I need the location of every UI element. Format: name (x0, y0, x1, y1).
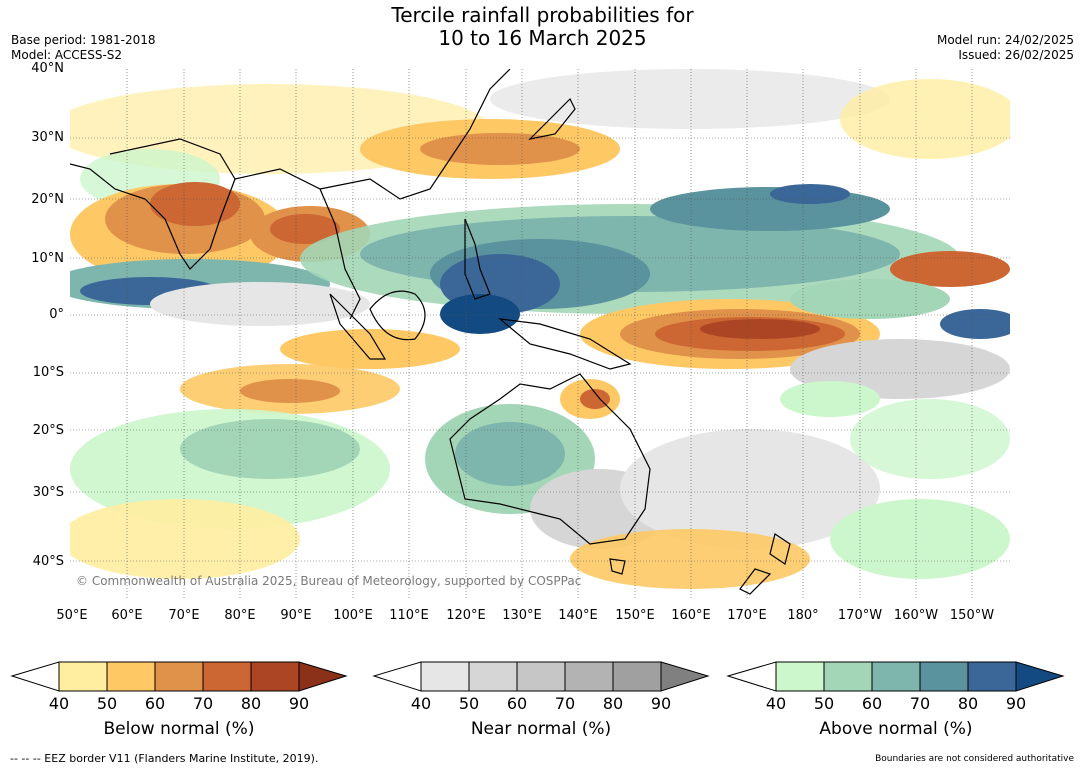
model-name: Model: ACCESS-S2 (11, 48, 123, 62)
boundaries-disclaimer: Boundaries are not considered authoritat… (875, 754, 1074, 764)
colorbar-title-below-normal: Below normal (%) (103, 719, 255, 739)
colorbar-tick: 80 (957, 694, 979, 713)
colorbar-tick: 80 (602, 694, 624, 713)
colorbar-tick: 50 (813, 694, 835, 713)
colorbar-tick: 90 (288, 694, 310, 713)
colorbar-extend-high (298, 661, 348, 692)
issued-date: Issued: 26/02/2025 (958, 48, 1074, 62)
colorbar-segment (58, 661, 108, 692)
probability-shading (70, 69, 1010, 589)
colorbar-tick: 60 (144, 694, 166, 713)
colorbar-segment (516, 661, 566, 692)
lat-label: 40°S (32, 554, 64, 569)
lat-label: 30°N (31, 130, 64, 145)
colorbar-segment (154, 661, 204, 692)
colorbar-segment (564, 661, 614, 692)
colorbar-title-above-normal: Above normal (%) (819, 719, 973, 739)
lat-label: 40°N (31, 61, 64, 76)
meta-right: Model run: 24/02/2025 Issued: 26/02/2025 (937, 33, 1074, 63)
lat-label: 20°N (31, 192, 64, 207)
colorbar-tick: 90 (650, 694, 672, 713)
colorbar-tick: 60 (506, 694, 528, 713)
colorbar-tick: 70 (909, 694, 931, 713)
lon-label: 150°W (949, 608, 995, 623)
lon-label: 50°E (56, 608, 88, 623)
lat-label: 30°S (32, 485, 64, 500)
lat-label: 0° (49, 307, 64, 322)
colorbar-tick: 60 (861, 694, 883, 713)
colorbar-tick: 90 (1005, 694, 1027, 713)
lon-label: 160°E (671, 608, 711, 623)
lon-label: 180° (787, 608, 819, 623)
colorbar-tick: 80 (240, 694, 262, 713)
colorbar-extend-low (10, 661, 60, 692)
lon-label: 70°E (168, 608, 200, 623)
colorbar-extend-high (660, 661, 710, 692)
lat-label: 10°N (31, 251, 64, 266)
colorbar-tick: 40 (765, 694, 787, 713)
colorbar-segment (468, 661, 518, 692)
coastlines (70, 69, 791, 595)
lon-label: 130°E (502, 608, 542, 623)
colorbar-tick: 40 (48, 694, 70, 713)
lon-label: 80°E (224, 608, 256, 623)
map-title: Tercile rainfall probabilities for 10 to… (0, 4, 1085, 50)
lon-label: 170°W (837, 608, 883, 623)
colorbars (10, 661, 1065, 692)
colorbar-segment (967, 661, 1017, 692)
lon-label: 90°E (280, 608, 312, 623)
gridlines (70, 69, 1010, 599)
colorbar-segment (823, 661, 873, 692)
base-period: Base period: 1981-2018 (11, 33, 156, 47)
colorbar-segment (202, 661, 252, 692)
colorbar-tick: 70 (554, 694, 576, 713)
lat-label: 10°S (32, 365, 64, 380)
lon-label: 160°W (893, 608, 939, 623)
probability-map (70, 69, 1010, 599)
colorbar-tick: 70 (192, 694, 214, 713)
lat-label: 20°S (32, 423, 64, 438)
colorbar-below-normal (10, 661, 348, 692)
colorbar-extend-low (372, 661, 422, 692)
colorbar-segment (250, 661, 300, 692)
colorbar-title-near-normal: Near normal (%) (470, 719, 612, 739)
title-line-1: Tercile rainfall probabilities for (391, 3, 694, 27)
title-line-2: 10 to 16 March 2025 (438, 26, 647, 50)
colorbar-extend-high (1015, 661, 1065, 692)
colorbar-segment (871, 661, 921, 692)
colorbar-above-normal (726, 661, 1065, 692)
colorbar-tick: 50 (458, 694, 480, 713)
lon-label: 110°E (389, 608, 429, 623)
colorbar-tick: 40 (410, 694, 432, 713)
lon-label: 100°E (333, 608, 373, 623)
model-run: Model run: 24/02/2025 (936, 33, 1074, 47)
lon-label: 150°E (615, 608, 655, 623)
colorbar-extend-low (726, 661, 777, 692)
meta-left: Base period: 1981-2018 Model: ACCESS-S2 (11, 33, 156, 63)
colorbar-segment (420, 661, 470, 692)
lon-label: 140°E (558, 608, 598, 623)
colorbar-near-normal (372, 661, 710, 692)
copyright-credit: © Commonwealth of Australia 2025, Bureau… (76, 574, 582, 588)
lon-label: 170°E (727, 608, 767, 623)
eez-border-note: -- -- -- EEZ border V11 (Flanders Marine… (10, 752, 319, 765)
colorbar-segment (775, 661, 825, 692)
lon-label: 60°E (111, 608, 143, 623)
lon-label: 120°E (446, 608, 486, 623)
colorbar-segment (612, 661, 662, 692)
colorbar-segment (106, 661, 156, 692)
colorbar-segment (919, 661, 969, 692)
colorbar-tick: 50 (96, 694, 118, 713)
